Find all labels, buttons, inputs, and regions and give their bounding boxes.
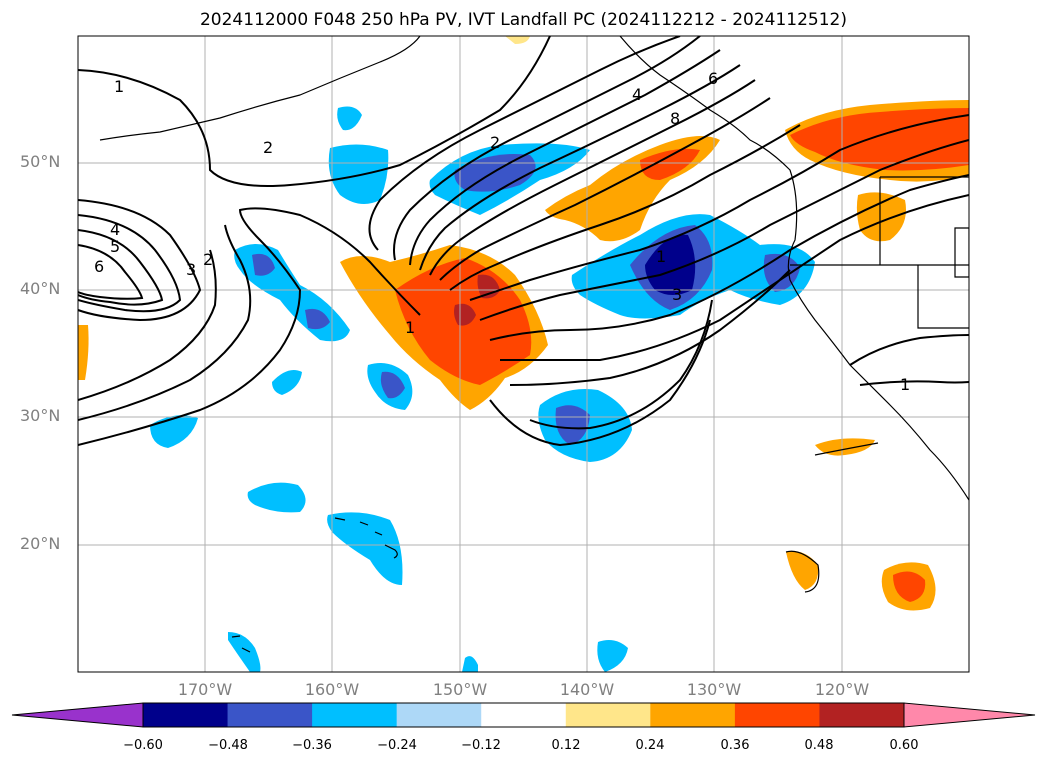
- map-title: 2024112000 F048 250 hPa PV, IVT Landfall…: [199, 10, 847, 30]
- colorbar-tick-label: −0.48: [208, 738, 248, 753]
- colorbar-tick-label: 0.48: [804, 738, 834, 753]
- lat-label: 40°N: [20, 279, 61, 298]
- lat-label: 30°N: [20, 406, 61, 425]
- lon-label: 120°W: [814, 680, 870, 699]
- colorbar-segment: [734, 703, 820, 727]
- colorbar-tick-label: 0.24: [635, 738, 665, 753]
- colorbar-segment: [227, 703, 313, 727]
- contour-label: 4: [632, 85, 642, 104]
- colorbar-min-extension: [11, 702, 144, 728]
- colorbar: [11, 702, 1036, 728]
- colorbar-tick-label: 0.36: [720, 738, 750, 753]
- contour-labels: 1 2 4 5 6 3 2 1 2 4 6 8 1 3 1: [94, 69, 910, 394]
- contour-label: 2: [490, 133, 500, 152]
- colorbar-tick-label: −0.24: [377, 738, 417, 753]
- lat-label: 50°N: [20, 152, 61, 171]
- contour-label: 6: [708, 69, 718, 88]
- colorbar-segment: [819, 703, 905, 727]
- colorbar-segment: [650, 703, 736, 727]
- colorbar-tick-label: −0.60: [123, 738, 163, 753]
- colorbar-tick-label: −0.12: [461, 738, 501, 753]
- contour-label: 8: [670, 109, 680, 128]
- contour-label: 5: [110, 237, 120, 256]
- graticule: [78, 36, 969, 672]
- contour-label: 2: [263, 138, 273, 157]
- colorbar-segment: [396, 703, 482, 727]
- contour-label: 6: [94, 257, 104, 276]
- contour-label: 1: [656, 247, 666, 266]
- lon-label: 160°W: [304, 680, 360, 699]
- contour-label: 1: [114, 77, 124, 96]
- lon-label: 140°W: [559, 680, 615, 699]
- colorbar-segment: [565, 703, 651, 727]
- colorbar-segments: [143, 703, 905, 727]
- colorbar-segment: [143, 703, 229, 727]
- colorbar-tick-label: 0.12: [551, 738, 581, 753]
- contour-label: 3: [672, 285, 682, 304]
- contour-label: 2: [203, 250, 213, 269]
- colorbar-segment: [481, 703, 567, 727]
- colorbar-segment: [312, 703, 398, 727]
- plot-frame: [77, 35, 970, 673]
- lat-label: 20°N: [20, 534, 61, 553]
- pv-contours: [78, 36, 969, 447]
- contour-label: 1: [405, 318, 415, 337]
- colorbar-max-extension: [903, 702, 1036, 728]
- contour-label: 3: [186, 260, 196, 279]
- lon-label: 170°W: [177, 680, 233, 699]
- lon-label: 150°W: [432, 680, 488, 699]
- lon-label: 130°W: [686, 680, 742, 699]
- contour-label: 4: [110, 220, 120, 239]
- colorbar-tick-label: −0.36: [292, 738, 332, 753]
- contour-label: 1: [900, 375, 910, 394]
- colorbar-tick-label: 0.60: [889, 738, 919, 753]
